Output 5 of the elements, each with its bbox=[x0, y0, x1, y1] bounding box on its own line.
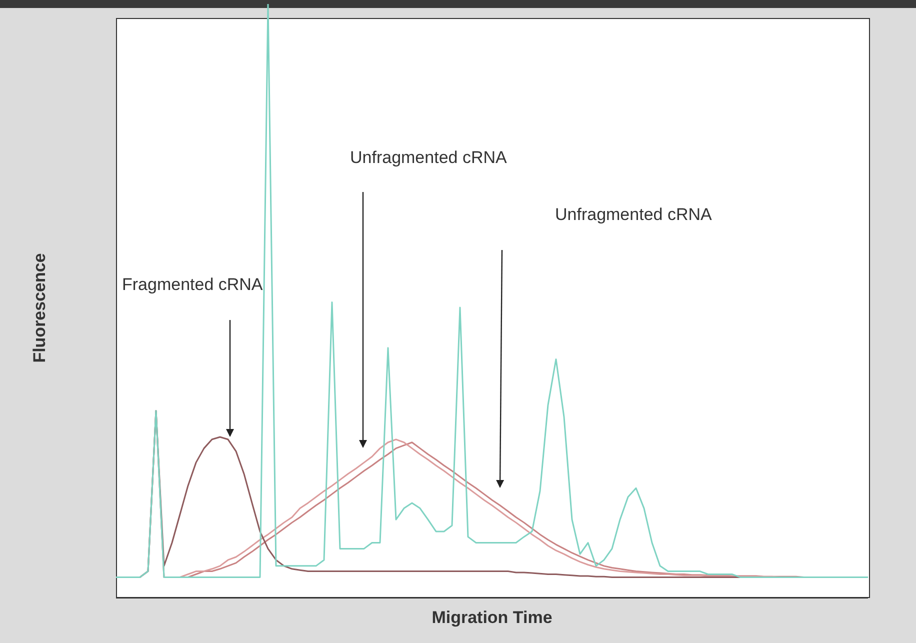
annotation: Unfragmented cRNA bbox=[350, 148, 507, 168]
annotation: Unfragmented cRNA bbox=[555, 205, 712, 225]
x-axis-title: Migration Time bbox=[430, 608, 554, 628]
annotation: Fragmented cRNA bbox=[122, 275, 263, 295]
y-axis-title: Fluorescence bbox=[30, 253, 50, 363]
